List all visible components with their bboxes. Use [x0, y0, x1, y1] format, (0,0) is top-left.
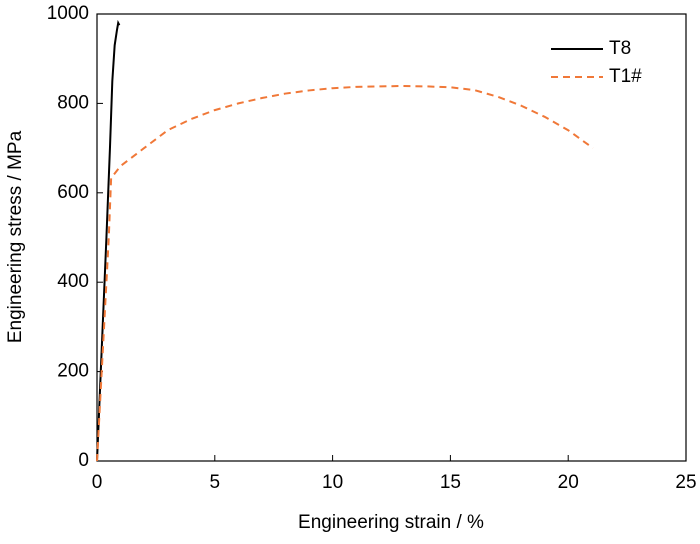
y-tick-label: 0 [78, 450, 89, 471]
legend-label: T1# [609, 66, 642, 87]
y-tick-label: 600 [57, 182, 89, 203]
plot-frame [96, 13, 687, 462]
x-tick-label: 20 [558, 472, 579, 493]
x-tick-label: 25 [675, 472, 696, 493]
y-tick-label: 1000 [47, 3, 89, 24]
x-tick-label: 0 [92, 472, 103, 493]
y-tick-label: 400 [57, 271, 89, 292]
x-tick-label: 10 [322, 472, 343, 493]
x-tick-label: 15 [440, 472, 461, 493]
legend-label: T8 [609, 38, 631, 59]
x-tick-label: 5 [210, 472, 221, 493]
y-tick-label: 200 [57, 361, 89, 382]
y-axis-title: Engineering stress / MPa [5, 130, 26, 343]
data-line [96, 19, 121, 462]
y-tick-label: 800 [57, 92, 89, 113]
x-axis-title: Engineering strain / % [298, 512, 484, 533]
data-line [96, 84, 594, 462]
